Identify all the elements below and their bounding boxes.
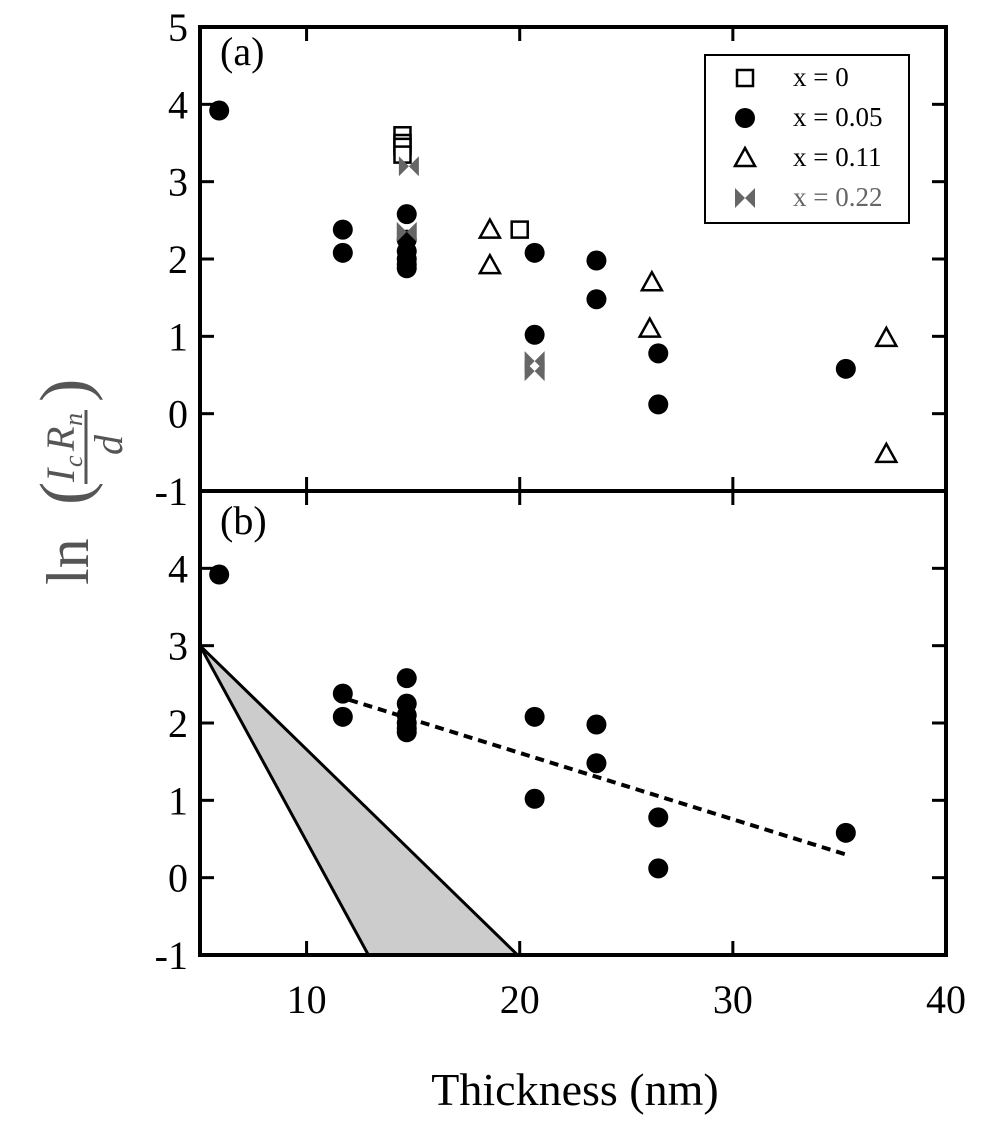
panel-b-xtick-label: 10 <box>287 977 327 1022</box>
svg-text:n: n <box>59 413 88 426</box>
panel-a-label: (a) <box>220 29 264 74</box>
panel-b-series-x005-point <box>332 683 353 704</box>
panel-a-ytick-label: -1 <box>155 469 188 514</box>
panel-b-shaded-region <box>198 644 522 957</box>
panel-b-xtick-label: 30 <box>713 977 753 1022</box>
panel-b-ytick-label: 1 <box>168 778 188 823</box>
panel-b-ytick-label: 4 <box>168 546 188 591</box>
panel-a-series-x011-point <box>874 441 899 464</box>
panel-b-series-x005-point <box>396 668 417 689</box>
panel-b-series-x005-point <box>332 706 353 727</box>
panel-b-series-x005-point <box>835 822 856 843</box>
panel-b-series-x005-point <box>648 807 669 828</box>
panel-a-ytick-label: 0 <box>168 392 188 437</box>
svg-text:I: I <box>38 467 83 483</box>
legend-marker-x011 <box>732 145 758 168</box>
panel-a-series-x022-point <box>398 156 419 177</box>
legend-marker-x005 <box>735 108 755 128</box>
legend-label-x005: x = 0.05 <box>793 102 882 132</box>
panel-a-ytick-label: 4 <box>168 82 188 127</box>
panel-b-xtick-label: 20 <box>500 977 540 1022</box>
panel-a-ytick-label: 1 <box>168 314 188 359</box>
panel-b-series-x005-point <box>524 706 545 727</box>
svg-text:ln: ln <box>35 538 101 585</box>
panel-a-series-x005-point <box>524 324 545 345</box>
legend-label-x022: x = 0.22 <box>793 182 882 212</box>
legend-marker-x022 <box>735 188 755 208</box>
panel-b-series-x005-point <box>396 722 417 743</box>
panel-a-ytick-label: 3 <box>168 160 188 205</box>
panel-a-series-x005-point <box>332 242 353 263</box>
panel-a-series-x005-point <box>396 258 417 279</box>
panel-a-series-x011-point <box>639 269 664 292</box>
panel-b-xtick-label: 40 <box>926 977 966 1022</box>
panel-a-series-x005-point <box>835 358 856 379</box>
panel-b-ytick-label: 2 <box>168 701 188 746</box>
x-axis-label: Thickness (nm) <box>431 1064 718 1115</box>
svg-text:c: c <box>59 455 88 467</box>
panel-b-frame <box>198 489 948 957</box>
panel-a-series-x005-point <box>209 100 230 121</box>
panel-b-series-x005-point <box>586 753 607 774</box>
panel-a-series-x011-point <box>477 252 502 275</box>
panel-a-series-x005-point <box>648 343 669 364</box>
legend-marker-x0 <box>735 68 755 88</box>
svg-text:R: R <box>38 427 83 452</box>
legend: x = 0 x = 0.05 x = 0.11 x = 0.22 <box>704 54 910 224</box>
panel-a-series-x005-point <box>586 250 607 271</box>
panel-b-label: (b) <box>220 498 267 543</box>
panel-a-series-x005-point <box>586 289 607 310</box>
panel-a-series-x011-point <box>874 325 899 348</box>
svg-text:d: d <box>86 434 131 455</box>
panel-a-series-x011-point <box>477 217 502 239</box>
panel-b-fit-line <box>348 697 847 857</box>
svg-text:(: ( <box>27 482 104 505</box>
svg-text:): ) <box>27 379 104 402</box>
panel-a-series-x022-point <box>524 361 545 382</box>
panel-a-series-x0-point <box>510 220 529 239</box>
panel-a-ytick-label: 2 <box>168 237 188 282</box>
panel-a-series-x022-point <box>396 221 417 242</box>
panel-b-series-x005-point <box>524 788 545 809</box>
panel-a-series-x005-point <box>524 242 545 263</box>
panel-b-frame-top <box>198 489 948 957</box>
legend-label-x0: x = 0 <box>793 62 849 92</box>
panel-b-series-x005-point <box>648 858 669 879</box>
panel-a-series-x011-point <box>637 316 662 338</box>
panel-b-ytick-label: 0 <box>168 856 188 901</box>
panel-a-ytick-label: 5 <box>168 5 188 50</box>
panel-b-ytick-label: 3 <box>168 624 188 669</box>
panel-a-series-x005-point <box>396 204 417 225</box>
panel-a-series-x005-point <box>648 394 669 415</box>
panel-b-ytick-label: -1 <box>155 933 188 978</box>
panel-a-series-x005-point <box>332 219 353 240</box>
y-axis-label: ln ( I c R n d ) <box>27 379 131 585</box>
panel-b-series-x005-point <box>209 564 230 585</box>
legend-label-x011: x = 0.11 <box>793 142 881 172</box>
panel-b-series-x005-point <box>586 714 607 735</box>
